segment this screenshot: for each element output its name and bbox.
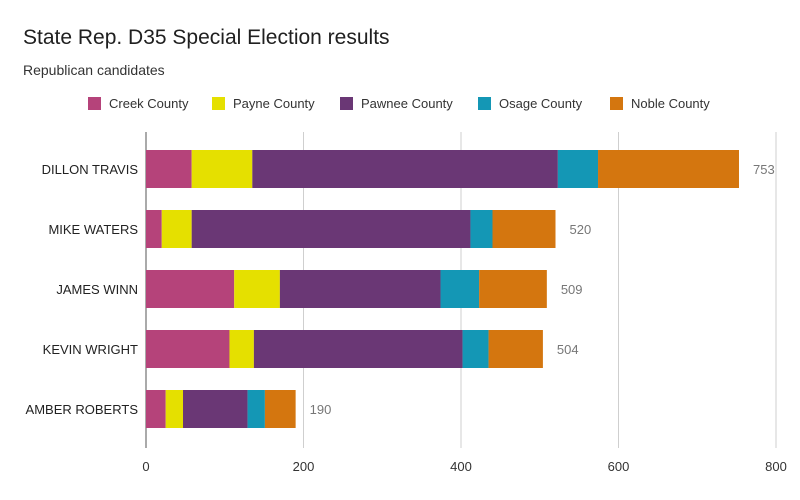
bar-segment	[146, 150, 192, 188]
bar-segment	[146, 390, 166, 428]
bar-segment	[557, 150, 599, 188]
bar-segment	[146, 330, 230, 368]
bar-segment	[470, 210, 493, 248]
total-label: 753	[753, 162, 775, 177]
legend-swatch	[88, 97, 101, 110]
bar-segment	[598, 150, 739, 188]
total-label: 190	[310, 402, 332, 417]
legend-label: Payne County	[233, 96, 315, 111]
bar-segment	[440, 270, 480, 308]
legend-swatch	[340, 97, 353, 110]
bar-segments	[146, 150, 739, 428]
legend-swatch	[610, 97, 623, 110]
legend-label: Osage County	[499, 96, 583, 111]
bar-segment	[264, 390, 296, 428]
chart-subtitle: Republican candidates	[23, 62, 165, 78]
bar-segment	[191, 210, 471, 248]
bar-segment	[161, 210, 192, 248]
bar-segment	[253, 330, 463, 368]
category-label: JAMES WINN	[56, 282, 138, 297]
bar-segment	[191, 150, 253, 188]
x-tick-label: 0	[142, 459, 149, 474]
x-tick-label: 600	[608, 459, 630, 474]
total-labels: 753 520 509 504 190	[310, 162, 775, 417]
bar-segment	[183, 390, 248, 428]
bar-segment	[247, 390, 265, 428]
bar-segment	[146, 270, 235, 308]
legend-swatch	[212, 97, 225, 110]
total-label: 504	[557, 342, 579, 357]
legend-label: Pawnee County	[361, 96, 453, 111]
legend-label: Noble County	[631, 96, 710, 111]
bar-segment	[252, 150, 558, 188]
category-label: DILLON TRAVIS	[42, 162, 139, 177]
category-labels: DILLON TRAVIS MIKE WATERS JAMES WINN KEVIN …	[26, 162, 139, 417]
x-tick-label: 400	[450, 459, 472, 474]
legend: Creek County Payne County Pawnee County Osa…	[88, 96, 710, 111]
legend-swatch	[478, 97, 491, 110]
bar-segment	[229, 330, 254, 368]
category-label: MIKE WATERS	[48, 222, 138, 237]
bar-segment	[479, 270, 547, 308]
legend-label: Creek County	[109, 96, 189, 111]
total-label: 520	[570, 222, 592, 237]
bar-segment	[234, 270, 280, 308]
x-tick-label: 200	[293, 459, 315, 474]
total-label: 509	[561, 282, 583, 297]
x-tick-label: 800	[765, 459, 787, 474]
x-tick-labels: 0 200 400 600 800	[142, 459, 786, 474]
bar-segment	[146, 210, 162, 248]
bar-segment	[165, 390, 184, 428]
category-label: AMBER ROBERTS	[26, 402, 139, 417]
bar-segment	[492, 210, 556, 248]
bar-segment	[462, 330, 489, 368]
bar-segment	[488, 330, 543, 368]
chart-title: State Rep. D35 Special Election results	[23, 26, 390, 49]
category-label: KEVIN WRIGHT	[43, 342, 138, 357]
bar-segment	[279, 270, 441, 308]
